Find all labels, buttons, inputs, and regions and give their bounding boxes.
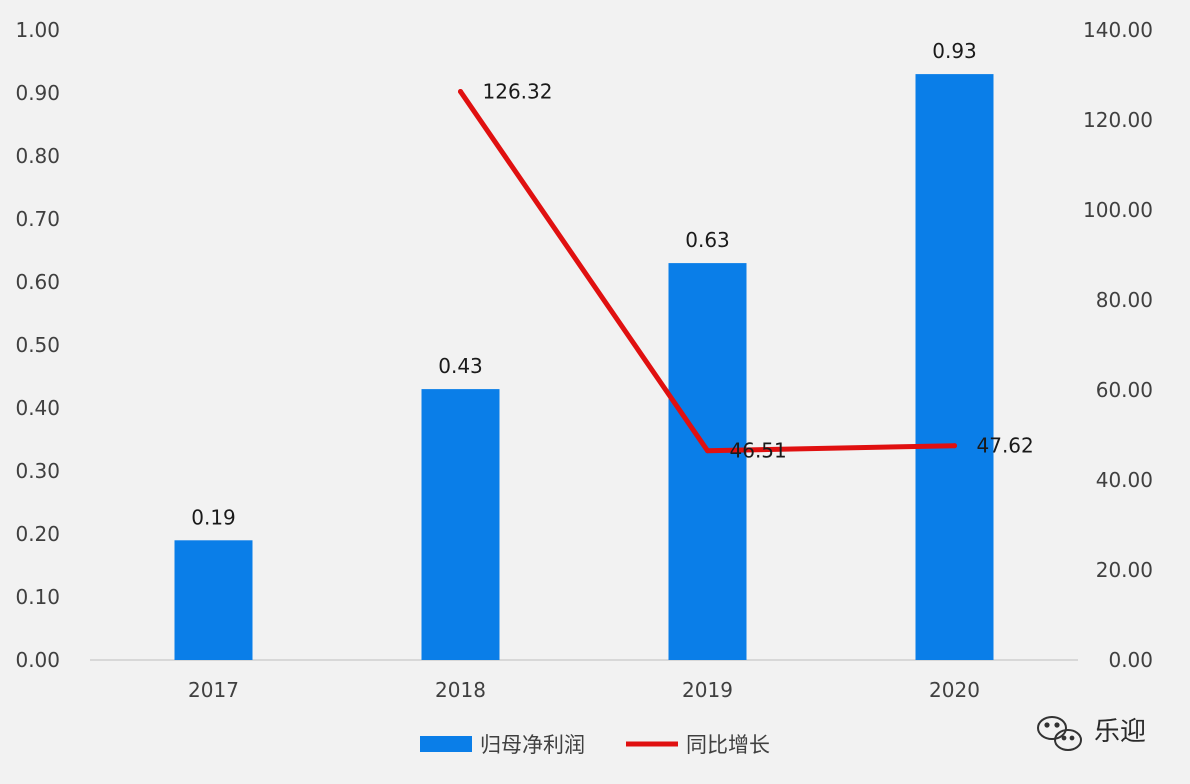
left-tick-label: 1.00 (15, 18, 60, 42)
data-labels: 0.19 0.43 0.63 0.93 126.32 46.51 47.62 (191, 39, 1034, 529)
line-point (705, 448, 710, 454)
bar-series (174, 74, 994, 661)
bar-data-label: 0.63 (685, 228, 730, 252)
left-tick-label: 0.30 (15, 459, 60, 483)
right-tick-label: 0.00 (1108, 648, 1153, 672)
left-tick-label: 0.90 (15, 81, 60, 105)
line-data-label: 47.62 (977, 434, 1034, 458)
left-tick-label: 0.50 (15, 333, 60, 357)
x-axis-ticks: 2017 2018 2019 2020 (188, 678, 980, 702)
watermark-text: 乐迎 (1094, 717, 1146, 747)
line-point (458, 89, 463, 95)
bar (174, 540, 253, 660)
right-tick-label: 20.00 (1096, 558, 1153, 582)
line-data-label: 46.51 (730, 439, 787, 463)
right-axis-ticks: 0.00 20.00 40.00 60.00 80.00 100.00 120.00 140.… (1083, 18, 1153, 672)
x-tick-label: 2019 (682, 678, 733, 702)
left-tick-label: 0.60 (15, 270, 60, 294)
left-tick-label: 0.80 (15, 144, 60, 168)
bar-data-label: 0.93 (932, 39, 977, 63)
left-tick-label: 0.10 (15, 585, 60, 609)
left-tick-label: 0.40 (15, 396, 60, 420)
x-tick-label: 2017 (188, 678, 239, 702)
line-series (458, 89, 957, 454)
left-tick-label: 0.20 (15, 522, 60, 546)
left-tick-label: 0.00 (15, 648, 60, 672)
right-tick-label: 120.00 (1083, 108, 1153, 132)
right-tick-label: 40.00 (1096, 468, 1153, 492)
legend-swatch-bar (420, 736, 472, 752)
right-tick-label: 80.00 (1096, 288, 1153, 312)
left-axis-ticks: 0.00 0.10 0.20 0.30 0.40 0.50 0.60 0.70 0.80 0.90… (15, 18, 60, 672)
bar (421, 389, 500, 660)
legend-label-bar: 归母净利润 (480, 733, 585, 757)
line-point (952, 443, 957, 449)
right-tick-label: 60.00 (1096, 378, 1153, 402)
bar (915, 74, 994, 661)
left-tick-label: 0.70 (15, 207, 60, 231)
x-tick-label: 2020 (929, 678, 980, 702)
bar-data-label: 0.19 (191, 505, 236, 529)
bar (668, 263, 747, 660)
bar-data-label: 0.43 (438, 354, 483, 378)
legend-label-line: 同比增长 (686, 733, 770, 757)
x-tick-label: 2018 (435, 678, 486, 702)
right-tick-label: 140.00 (1083, 18, 1153, 42)
right-tick-label: 100.00 (1083, 198, 1153, 222)
line-data-label: 126.32 (483, 80, 553, 104)
wechat-icon (1037, 716, 1082, 751)
legend: 归母净利润 同比增长 (420, 733, 770, 757)
watermark: 乐迎 (1037, 716, 1146, 751)
